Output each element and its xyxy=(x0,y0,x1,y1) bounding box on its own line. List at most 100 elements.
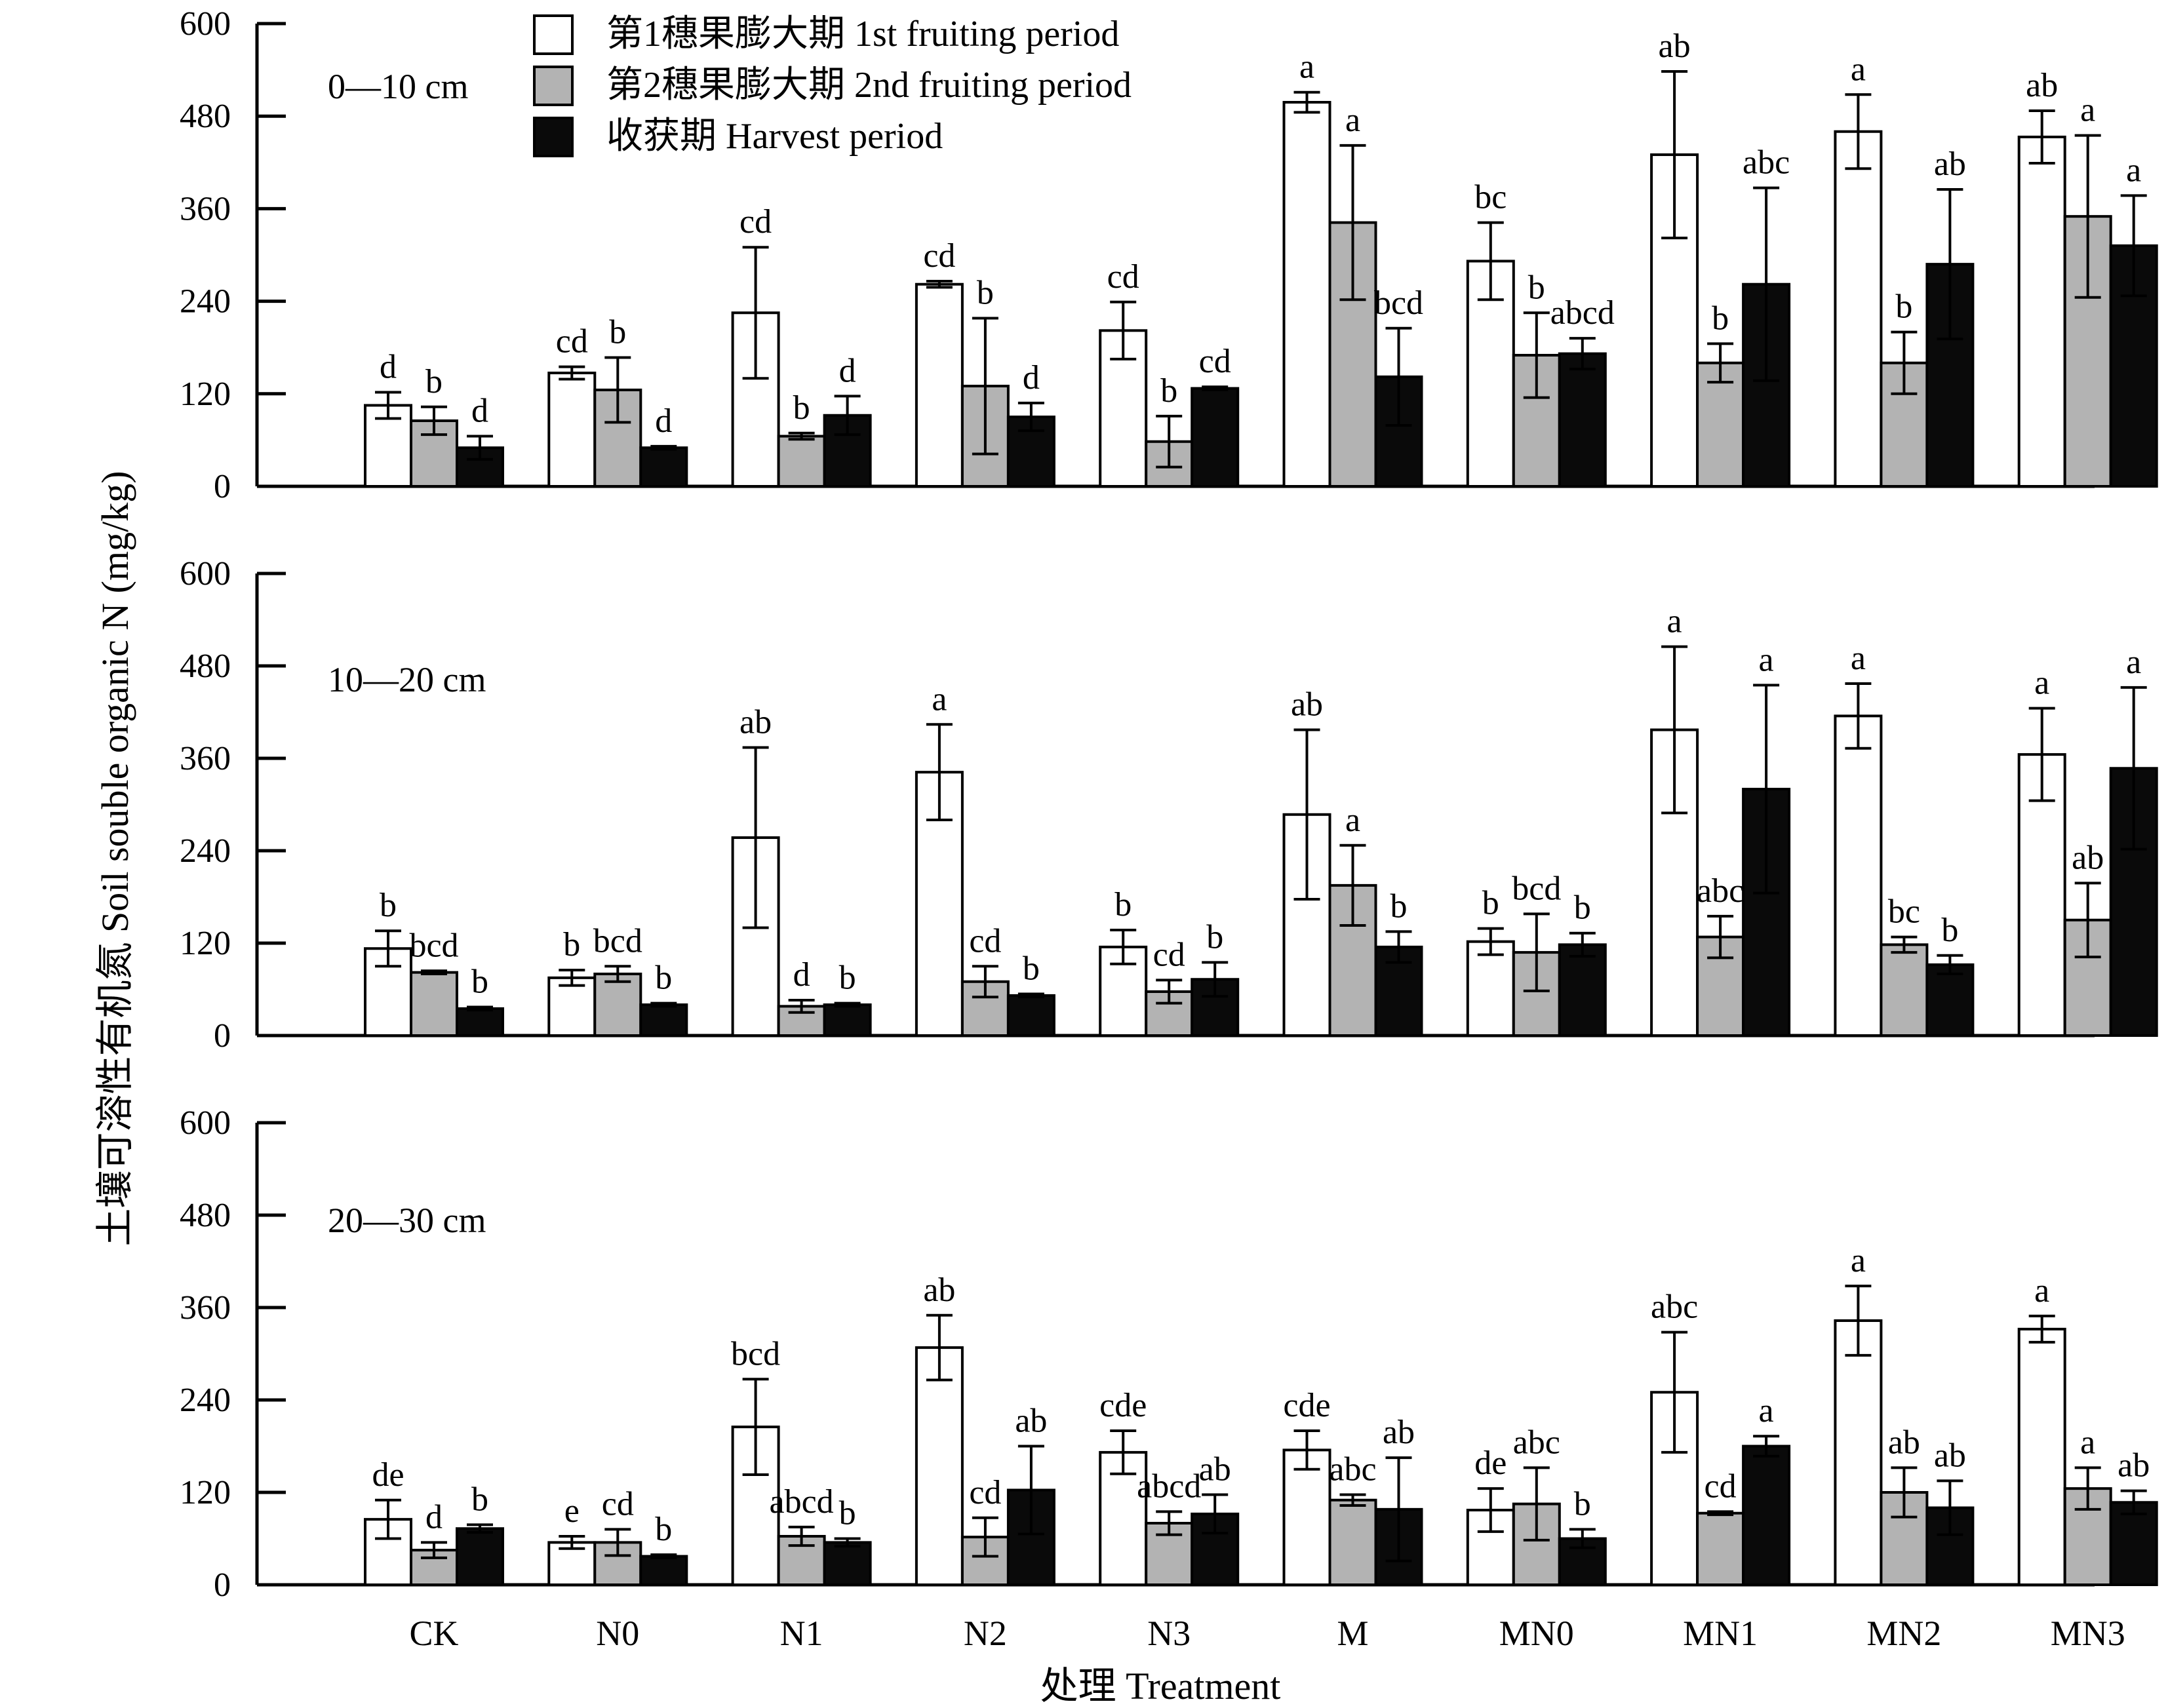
y-axis-title: 土壤可溶性有机氮 Soil souble organic N (mg/kg) xyxy=(94,471,136,1246)
bar xyxy=(960,980,1010,1037)
bar xyxy=(639,1003,688,1037)
bar xyxy=(410,1549,458,1586)
significance-letter: cd xyxy=(556,323,588,360)
significance-letter: a xyxy=(1345,102,1360,139)
x-category-labels: CK N0 N1 N2 N3 M MN0 MN1 MN2 MN3 xyxy=(409,1614,2125,1653)
significance-letter: cd xyxy=(739,203,772,241)
significance-letter: d xyxy=(793,956,810,994)
legend-swatch xyxy=(533,117,574,157)
significance-letter: abcd xyxy=(1137,1467,1201,1505)
significance-letter: a xyxy=(2126,644,2141,681)
significance-letter: b xyxy=(1528,269,1545,306)
y-tick-label: 120 xyxy=(180,376,231,413)
y-tick-label: 600 xyxy=(180,1104,231,1142)
significance-letter: ab xyxy=(2026,67,2058,104)
significance-letter: bcd xyxy=(1512,870,1561,907)
significance-letter: abc xyxy=(1743,144,1790,182)
significance-letter: cd xyxy=(1107,258,1139,296)
y-tick-label: 120 xyxy=(180,925,231,962)
significance-letter: cd xyxy=(1153,936,1185,973)
significance-letter: ab xyxy=(1934,146,1966,183)
significance-letter: abc xyxy=(1697,872,1744,910)
y-tick-label: 480 xyxy=(180,648,231,685)
bar xyxy=(823,1003,872,1037)
bar xyxy=(1925,963,1975,1038)
bar xyxy=(1282,101,1331,488)
bar xyxy=(1880,943,1929,1037)
y-tick-label: 480 xyxy=(180,1197,231,1234)
x-category-label: N1 xyxy=(780,1614,823,1653)
legend: 第1穗果膨大期 1st fruiting period 第2穗果膨大期 2nd f… xyxy=(533,14,1132,157)
significance-letter: bc xyxy=(1474,179,1507,216)
bar xyxy=(1834,714,1883,1037)
legend-label: 收获期 Harvest period xyxy=(606,116,943,157)
significance-letter: bcd xyxy=(1374,284,1423,322)
significance-letter: b xyxy=(563,926,580,963)
significance-letter: a xyxy=(2034,665,2049,702)
significance-letter: a xyxy=(1299,49,1314,86)
significance-letter: d xyxy=(380,348,397,385)
significance-letter: a xyxy=(1667,603,1682,640)
significance-letter: ab xyxy=(1383,1414,1415,1451)
bar xyxy=(593,973,642,1037)
significance-letter: ab xyxy=(1659,28,1691,65)
significance-letter: a xyxy=(1851,50,1866,88)
significance-letter: cde xyxy=(1099,1387,1147,1424)
significance-letter: a xyxy=(1759,1392,1774,1429)
significance-letter: b xyxy=(655,960,672,997)
significance-letter: b xyxy=(1114,886,1132,923)
significance-letter: b xyxy=(1574,889,1591,927)
significance-letter: b xyxy=(1895,288,1912,326)
x-category-label: MN3 xyxy=(2051,1614,2125,1653)
bar xyxy=(1834,1319,1883,1586)
y-tick-label: 0 xyxy=(214,468,231,505)
significance-letter: b xyxy=(380,887,397,924)
significance-letter: abcd xyxy=(1550,294,1615,332)
significance-letter: a xyxy=(2080,1424,2095,1461)
significance-letter: b xyxy=(1482,885,1499,922)
depth-label: 0—10 cm xyxy=(328,67,468,106)
legend-swatch xyxy=(533,14,574,55)
significance-letter: cde xyxy=(1283,1387,1330,1424)
x-category-label: N0 xyxy=(596,1614,639,1653)
significance-letter: abc xyxy=(1329,1451,1376,1488)
y-tick-label: 0 xyxy=(214,1017,231,1055)
x-category-label: N2 xyxy=(964,1614,1007,1653)
bar xyxy=(639,446,688,488)
bar xyxy=(1558,352,1607,488)
significance-letter: b xyxy=(1390,887,1408,925)
bar xyxy=(1558,943,1607,1037)
y-tick-label: 600 xyxy=(180,555,231,592)
significance-letter: a xyxy=(1851,640,1866,677)
significance-letter: b xyxy=(1712,300,1729,337)
bar xyxy=(1466,260,1515,488)
significance-letter: b xyxy=(839,1495,856,1532)
significance-letter: d xyxy=(425,1498,443,1536)
significance-letter: ab xyxy=(1934,1437,1966,1474)
significance-letter: e xyxy=(564,1492,580,1530)
y-tick-label: 480 xyxy=(180,98,231,135)
significance-letter: b xyxy=(609,313,626,351)
significance-letter: b xyxy=(977,274,994,311)
significance-letter: d xyxy=(839,352,856,389)
depth-label: 10—20 cm xyxy=(328,660,486,699)
x-axis-title: 处理 Treatment xyxy=(1040,1665,1281,1707)
bar xyxy=(2109,1501,2158,1586)
significance-letter: b xyxy=(471,1481,488,1518)
significance-letter: a xyxy=(1345,802,1360,839)
bar xyxy=(456,1007,504,1037)
significance-letter: a xyxy=(1851,1242,1866,1279)
significance-letter: cd xyxy=(969,1474,1001,1511)
significance-letter: cd xyxy=(602,1485,634,1523)
bar xyxy=(410,971,458,1038)
significance-letter: bcd xyxy=(593,922,642,960)
significance-letter: a xyxy=(2080,92,2095,129)
y-tick-label: 360 xyxy=(180,1289,231,1327)
y-tick-label: 240 xyxy=(180,1382,231,1419)
significance-letter: cd xyxy=(969,922,1001,960)
significance-letter: ab xyxy=(2118,1447,2150,1485)
